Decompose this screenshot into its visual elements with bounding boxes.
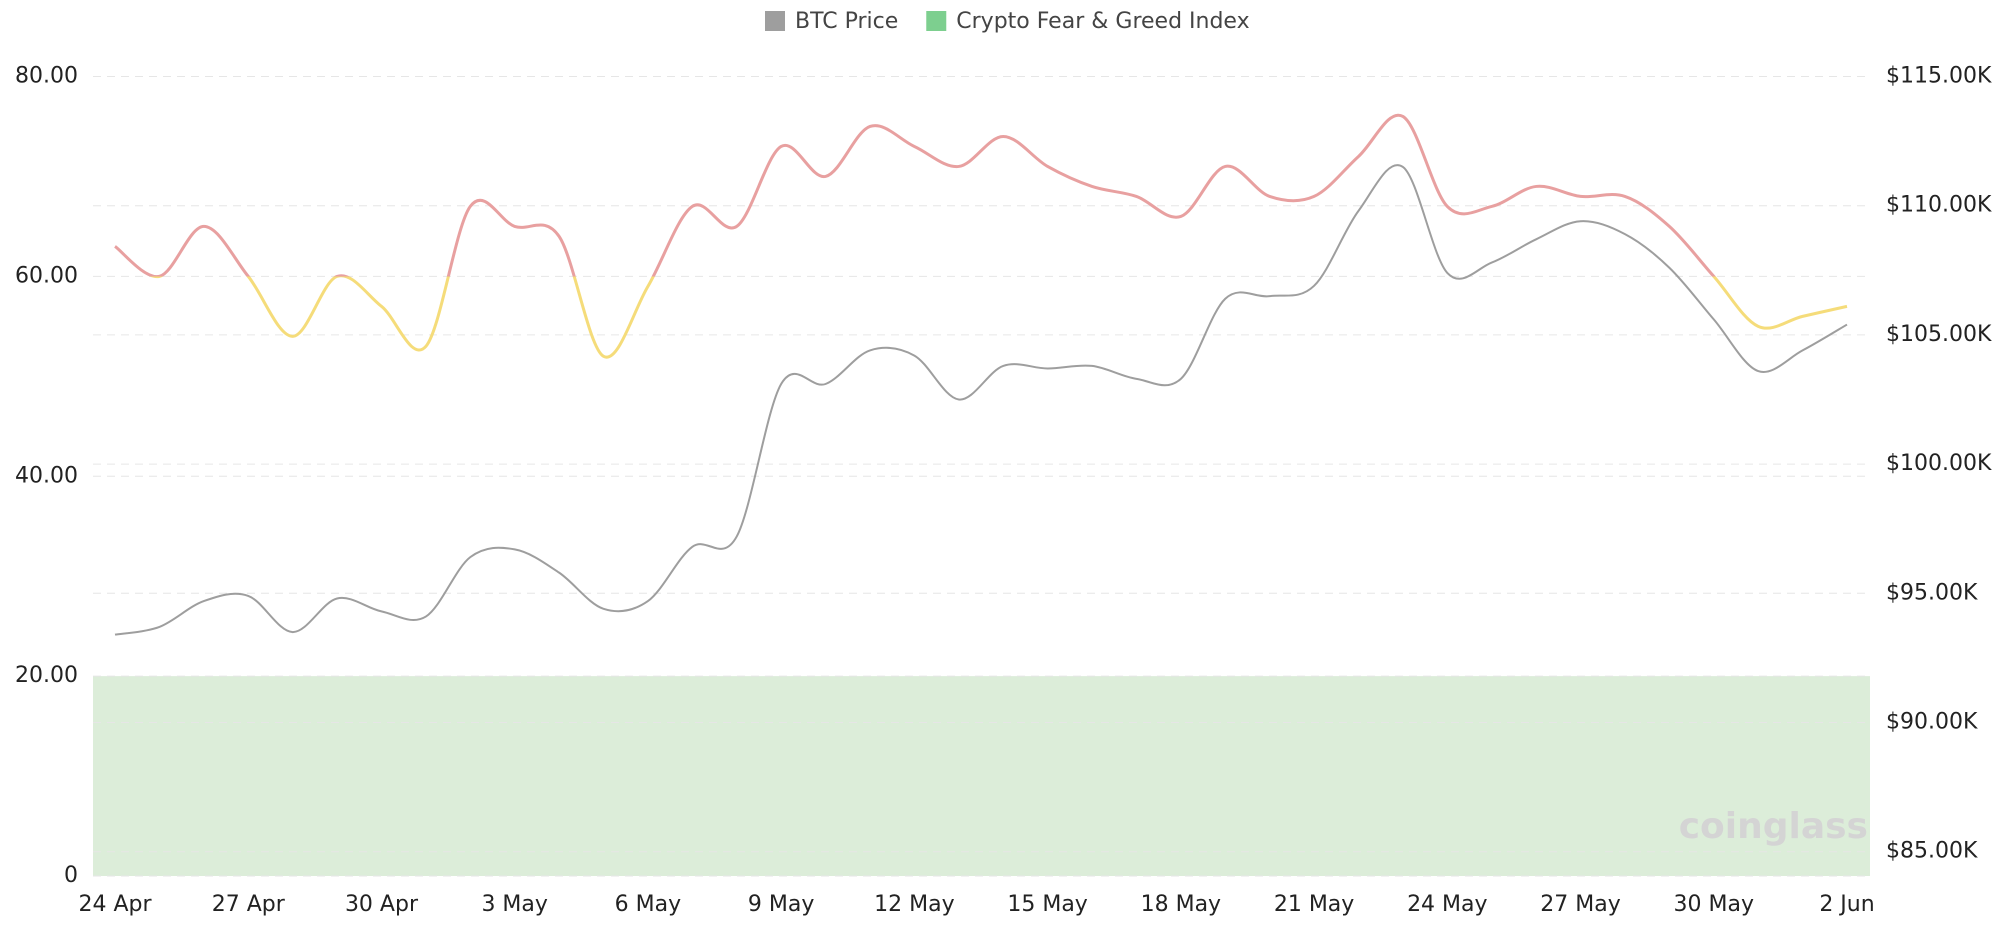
x-tick-label: 24 Apr <box>78 892 152 917</box>
x-tick-label: 27 May <box>1540 892 1620 917</box>
y2-tick-label: $105.00K <box>1886 322 1992 347</box>
x-tick-label: 12 May <box>874 892 954 917</box>
legend-swatch <box>765 11 785 31</box>
fear-band <box>93 676 1870 876</box>
x-tick-label: 3 May <box>481 892 547 917</box>
y2-tick-label: $90.00K <box>1886 710 1978 735</box>
series-line <box>114 164 1848 636</box>
x-tick-label: 27 Apr <box>212 892 286 917</box>
x-tick-label: 2 Jun <box>1819 892 1874 917</box>
y2-tick-label: $110.00K <box>1886 193 1992 218</box>
y-tick-label: 20.00 <box>15 663 78 688</box>
y2-tick-label: $100.00K <box>1886 451 1992 476</box>
legend-label: Crypto Fear & Greed Index <box>956 9 1249 34</box>
legend-swatch <box>926 11 947 31</box>
y2-tick-label: $85.00K <box>1886 839 1978 864</box>
x-tick-label: 9 May <box>748 892 814 917</box>
x-tick-label: 30 Apr <box>345 892 419 917</box>
y2-tick-label: $115.00K <box>1886 64 1992 89</box>
x-tick-label: 18 May <box>1141 892 1221 917</box>
y-tick-label: 40.00 <box>15 463 78 488</box>
watermark: coinglass <box>1679 806 1868 847</box>
y-tick-label: 0 <box>64 863 78 888</box>
x-tick-label: 21 May <box>1274 892 1354 917</box>
x-tick-label: 30 May <box>1674 892 1754 917</box>
legend-label: BTC Price <box>795 9 898 34</box>
x-tick-label: 6 May <box>615 892 681 917</box>
series-line <box>114 113 1848 359</box>
y2-tick-label: $95.00K <box>1886 580 1978 605</box>
y-tick-label: 60.00 <box>15 263 78 288</box>
y-tick-label: 80.00 <box>15 64 78 89</box>
x-tick-label: 24 May <box>1407 892 1487 917</box>
x-tick-label: 15 May <box>1007 892 1087 917</box>
